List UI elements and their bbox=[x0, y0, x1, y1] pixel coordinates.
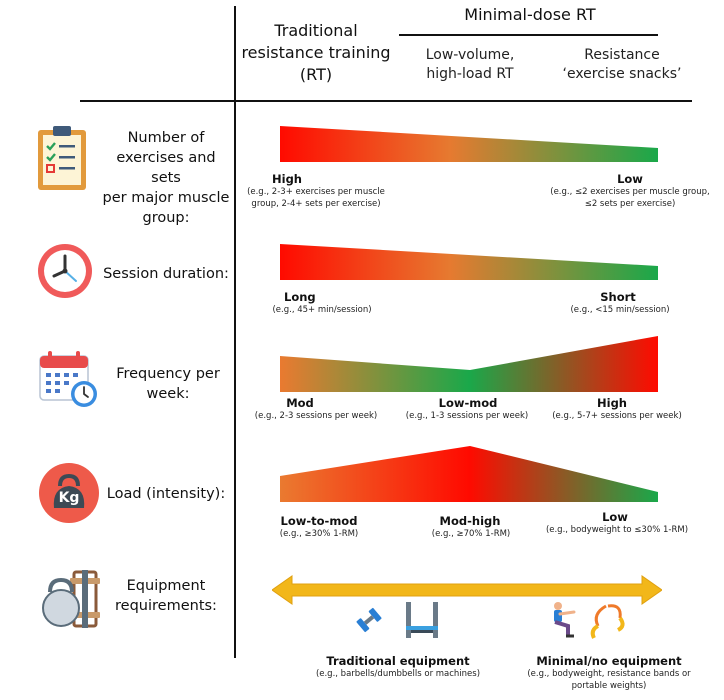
row3-high-title: High bbox=[597, 396, 627, 410]
header-traditional-line3: (RT) bbox=[299, 65, 333, 84]
bench-rack-icon bbox=[402, 600, 442, 640]
bodyweight-squat-icon bbox=[546, 600, 580, 640]
row4-modhigh-note-l1: (e.g., ≥70% 1-RM) bbox=[431, 529, 511, 539]
row5-label-line2: requirements: bbox=[115, 598, 217, 614]
row5-traditional-note: (e.g., barbells/dumbbells or machines) bbox=[306, 668, 490, 680]
row1-label-line2: exercises and sets bbox=[116, 150, 216, 186]
clock-icon bbox=[36, 242, 94, 300]
row4-lowtomod-title: Low-to-mod bbox=[280, 514, 358, 528]
row1-low-note: (e.g., ≤2 exercises per muscle group, ≤2… bbox=[540, 186, 720, 210]
row3-mod-note: (e.g., 2-3 sessions per week) bbox=[246, 410, 386, 422]
header-traditional-line2: resistance training bbox=[241, 43, 391, 62]
row5-traditional-title: Traditional equipment bbox=[326, 654, 470, 668]
row5-label-line1: Equipment bbox=[126, 578, 206, 594]
dumbbell-icon bbox=[354, 604, 384, 636]
row1-high-note: (e.g., 2-3+ exercises per muscle group, … bbox=[236, 186, 396, 210]
row3-lowmod-note-l1: (e.g., 1-3 sessions per week) bbox=[405, 411, 529, 421]
row3-high-note: (e.g., 5-7+ sessions per week) bbox=[542, 410, 692, 422]
header-low-volume-line1: Low-volume, bbox=[425, 47, 515, 63]
calendar-clock-icon bbox=[38, 350, 100, 410]
row1-high-title: High bbox=[272, 172, 302, 186]
row3-label-line1: Frequency per bbox=[116, 366, 220, 382]
row5-minimal-title: Minimal/no equipment bbox=[536, 654, 682, 668]
row2-long-note-l1: (e.g., 45+ min/session) bbox=[272, 305, 372, 315]
row4-modhigh-note: (e.g., ≥70% 1-RM) bbox=[416, 528, 526, 540]
clipboard-checklist-icon bbox=[35, 124, 95, 192]
row5-minimal-note: (e.g., bodyweight, resistance bands or p… bbox=[510, 668, 708, 692]
double-arrow-equipment bbox=[272, 574, 662, 606]
row4-low-title: Low bbox=[602, 510, 628, 524]
row4-modhigh-title: Mod-high bbox=[439, 514, 501, 528]
header-traditional: Traditional resistance training (RT) bbox=[236, 20, 396, 86]
row3-high-note-l1: (e.g., 5-7+ sessions per week) bbox=[552, 411, 682, 421]
row1-label-line3: per major muscle bbox=[102, 190, 230, 206]
gradient-shape-exercises bbox=[280, 126, 658, 164]
row-label-session-duration: Session duration: bbox=[103, 266, 229, 282]
resistance-band-icon bbox=[586, 600, 626, 642]
row3-lowmod-title: Low-mod bbox=[438, 396, 498, 410]
header-exercise-snacks: Resistance ‘exercise snacks’ bbox=[552, 46, 692, 84]
row3-mod-title: Mod bbox=[286, 396, 314, 410]
kettlebell-barbell-icon bbox=[38, 568, 104, 630]
row-label-equipment: Equipment requirements: bbox=[104, 576, 228, 616]
row1-label-line4: group: bbox=[142, 210, 190, 226]
row4-lowtomod-note-l1: (e.g., ≥30% 1-RM) bbox=[279, 529, 359, 539]
row-label-load: Load (intensity): bbox=[106, 486, 226, 502]
row1-low-note-l2: ≤2 sets per exercise) bbox=[584, 199, 676, 209]
row4-lowtomod-note: (e.g., ≥30% 1-RM) bbox=[264, 528, 374, 540]
row2-short-note-l1: (e.g., <15 min/session) bbox=[570, 305, 670, 315]
row4-low-note: (e.g., bodyweight to ≤30% 1-RM) bbox=[542, 524, 692, 536]
minimal-dose-underline bbox=[399, 34, 658, 36]
gradient-shape-frequency bbox=[280, 336, 658, 394]
row4-low-note-l1: (e.g., bodyweight to ≤30% 1-RM) bbox=[545, 525, 689, 535]
header-low-volume-line2: high-load RT bbox=[426, 66, 514, 82]
row2-long-note: (e.g., 45+ min/session) bbox=[262, 304, 382, 316]
gradient-shape-duration bbox=[280, 244, 658, 282]
row5-minimal-note-l2: portable weights) bbox=[571, 681, 647, 691]
header-snacks-line2: ‘exercise snacks’ bbox=[562, 66, 682, 82]
row1-label-line1: Number of bbox=[127, 130, 205, 146]
gradient-shape-load bbox=[280, 446, 658, 504]
row1-high-note-l1: (e.g., 2-3+ exercises per muscle bbox=[247, 187, 385, 197]
row2-short-title: Short bbox=[600, 290, 636, 304]
kettlebell-kg-icon: Kg bbox=[38, 462, 100, 524]
row-label-exercises-sets: Number of exercises and sets per major m… bbox=[100, 128, 232, 228]
header-traditional-line1: Traditional bbox=[274, 21, 358, 40]
row5-minimal-note-l1: (e.g., bodyweight, resistance bands or bbox=[527, 669, 691, 679]
row2-long-title: Long bbox=[284, 290, 316, 304]
row2-short-note: (e.g., <15 min/session) bbox=[560, 304, 680, 316]
row5-traditional-note-l1: (e.g., barbells/dumbbells or machines) bbox=[315, 669, 481, 679]
header-low-volume: Low-volume, high-load RT bbox=[405, 46, 535, 84]
row3-lowmod-note: (e.g., 1-3 sessions per week) bbox=[396, 410, 538, 422]
header-minimal-dose: Minimal-dose RT bbox=[464, 5, 596, 24]
row3-label-line2: week: bbox=[146, 386, 190, 402]
header-divider bbox=[80, 100, 692, 102]
vertical-divider bbox=[234, 6, 236, 658]
row3-mod-note-l1: (e.g., 2-3 sessions per week) bbox=[254, 411, 378, 421]
kg-label: Kg bbox=[58, 490, 80, 506]
row-label-frequency: Frequency per week: bbox=[108, 364, 228, 404]
row1-low-note-l1: (e.g., ≤2 exercises per muscle group, bbox=[550, 187, 710, 197]
header-snacks-line1: Resistance bbox=[584, 47, 660, 63]
row1-high-note-l2: group, 2-4+ sets per exercise) bbox=[251, 199, 381, 209]
row1-low-title: Low bbox=[617, 172, 643, 186]
